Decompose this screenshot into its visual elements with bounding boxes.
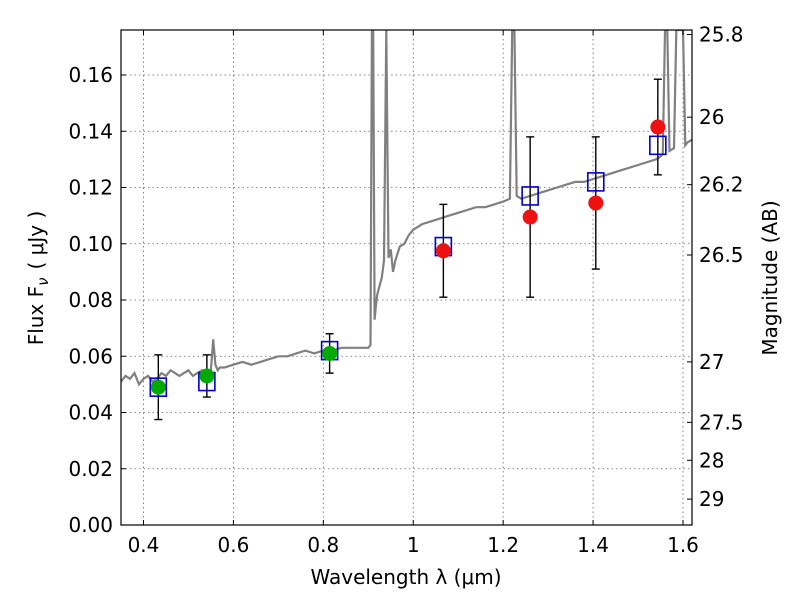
y-tick-label: 0.02 <box>68 457 113 481</box>
right-tick-label: 27 <box>699 350 724 374</box>
model-square-point <box>586 172 605 192</box>
y-tick-label: 0.08 <box>68 288 113 312</box>
green-data-point <box>322 345 338 361</box>
y-axis-label-unit: ( μJy ) <box>24 211 48 270</box>
plot-frame <box>120 29 693 526</box>
x-tick-label: 0.8 <box>307 533 339 557</box>
right-tick-label: 28 <box>699 448 724 472</box>
red-data-point <box>522 209 538 225</box>
tick-layer: 0.4 0.6 0.8 1 1.2 1.4 1.6 0.00 0.02 0.04 0.06 0.08 0… <box>68 23 743 558</box>
green-data-point <box>150 379 166 395</box>
model-square-point <box>521 186 539 206</box>
x-tick-label: 1.2 <box>487 533 519 557</box>
svg-text:Flux Fν( μJy ): Flux Fν ( μJy ) <box>24 211 52 346</box>
right-tick-label: 26.2 <box>699 173 744 197</box>
spectrum-line <box>121 30 692 387</box>
y-axis-label-subscript: ν <box>34 277 52 285</box>
right-tick-label: 25.8 <box>699 23 744 47</box>
y-tick-label: 0.06 <box>68 344 113 368</box>
y-tick-label: 0.12 <box>68 176 113 200</box>
marker-layer <box>149 78 667 421</box>
x-tick-label: 1.6 <box>667 533 699 557</box>
y-tick-label: 0.00 <box>68 513 113 537</box>
x-axis-label: Wavelength λ (μm) <box>310 565 501 589</box>
right-tick-label: 29 <box>699 487 724 511</box>
red-data-point <box>588 195 604 211</box>
grid-layer <box>121 30 692 526</box>
green-data-point <box>199 368 215 384</box>
spectrum-layer <box>121 30 692 387</box>
x-tick-label: 0.6 <box>217 533 249 557</box>
x-tick-label: 1 <box>407 533 420 557</box>
red-data-point <box>650 119 666 135</box>
right-tick-label: 26.5 <box>699 243 744 267</box>
red-data-point <box>435 243 451 259</box>
x-tick-label: 0.4 <box>128 533 160 557</box>
y-axis-label-right: Magnitude (AB) <box>758 200 782 355</box>
y-axis-label-main: Flux F <box>24 286 48 345</box>
y-axis-label-left: Flux Fν ( μJy ) <box>24 211 52 346</box>
right-tick-label: 27.5 <box>699 410 744 434</box>
y-tick-label: 0.14 <box>68 119 113 143</box>
model-square-point <box>149 377 168 397</box>
y-tick-label: 0.16 <box>68 63 113 87</box>
model-square-point <box>649 135 667 156</box>
y-tick-label: 0.04 <box>68 401 113 425</box>
x-tick-label: 1.4 <box>577 533 609 557</box>
right-tick-label: 26 <box>699 105 724 129</box>
y-tick-label: 0.10 <box>68 232 113 256</box>
